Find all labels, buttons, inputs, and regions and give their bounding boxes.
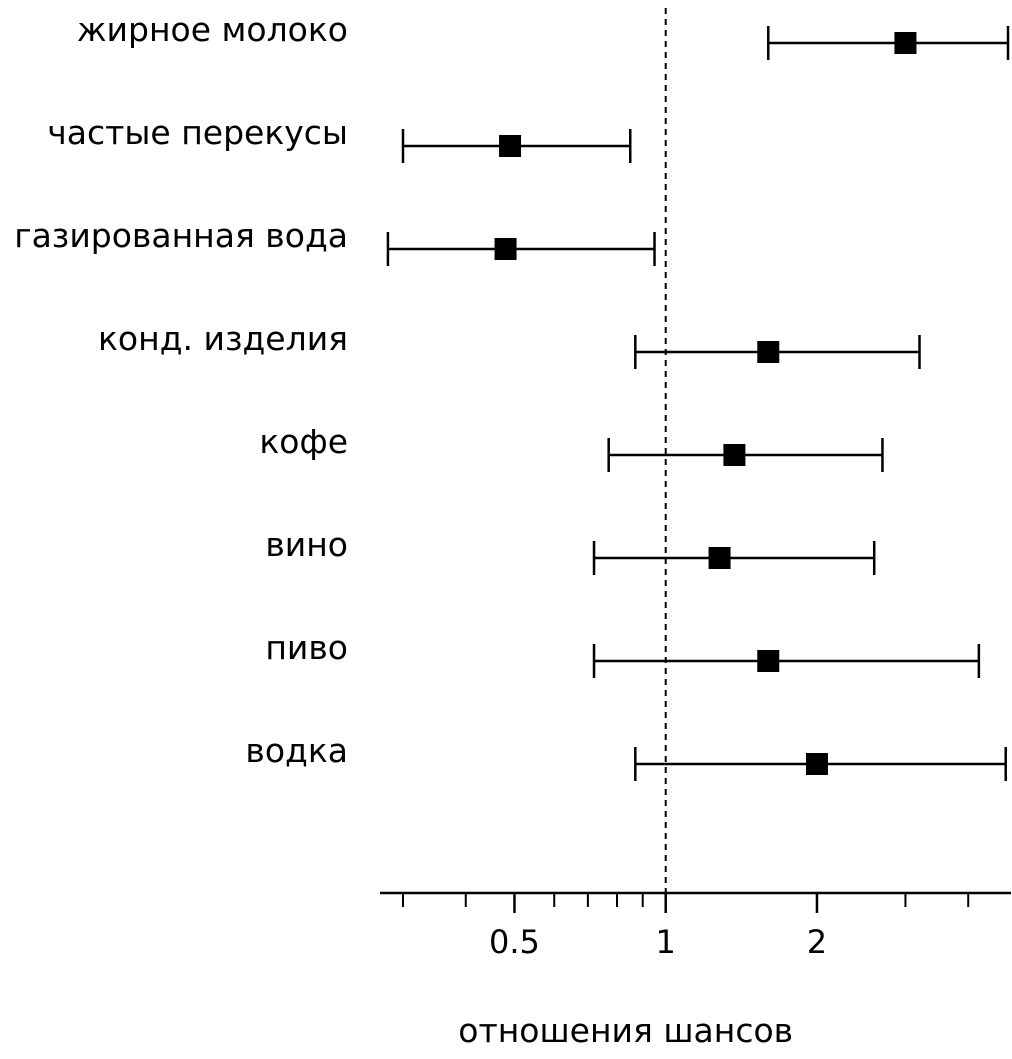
x-axis-tick-label: 2 [807, 923, 827, 961]
estimate-rows [386, 26, 1010, 781]
row-label: частые перекусы [47, 113, 348, 152]
estimate-row-7 [634, 747, 1007, 781]
row-label: вино [265, 525, 348, 564]
x-axis-tick-label: 1 [656, 923, 676, 961]
estimate-row-3 [634, 335, 921, 369]
row-label: газированная вода [14, 216, 348, 255]
x-axis-title: отношения шансов [458, 1011, 793, 1050]
point-estimate-marker [708, 547, 731, 569]
x-axis: 0.5 1 2 [380, 891, 1011, 961]
point-estimate-marker [805, 753, 828, 775]
row-label: конд. изделия [98, 319, 348, 358]
point-estimate-marker [757, 650, 780, 672]
estimate-row-6 [592, 644, 981, 678]
estimate-row-5 [592, 541, 876, 575]
row-label: водка [245, 731, 348, 770]
row-label: пиво [265, 628, 348, 667]
x-axis-tick-label: 0.5 [489, 923, 540, 961]
row-label: кофе [259, 422, 348, 461]
estimate-row-0 [767, 26, 1010, 60]
row-label: жирное молоко [77, 10, 348, 49]
point-estimate-marker [894, 32, 917, 54]
point-estimate-marker [499, 135, 522, 157]
point-estimate-marker [723, 444, 746, 466]
estimate-row-4 [607, 438, 884, 472]
estimate-row-1 [401, 129, 632, 163]
point-estimate-marker [494, 238, 517, 260]
point-estimate-marker [757, 341, 780, 363]
estimate-row-2 [386, 232, 656, 266]
row-labels: жирное молоко частые перекусы газированная… [14, 10, 348, 770]
